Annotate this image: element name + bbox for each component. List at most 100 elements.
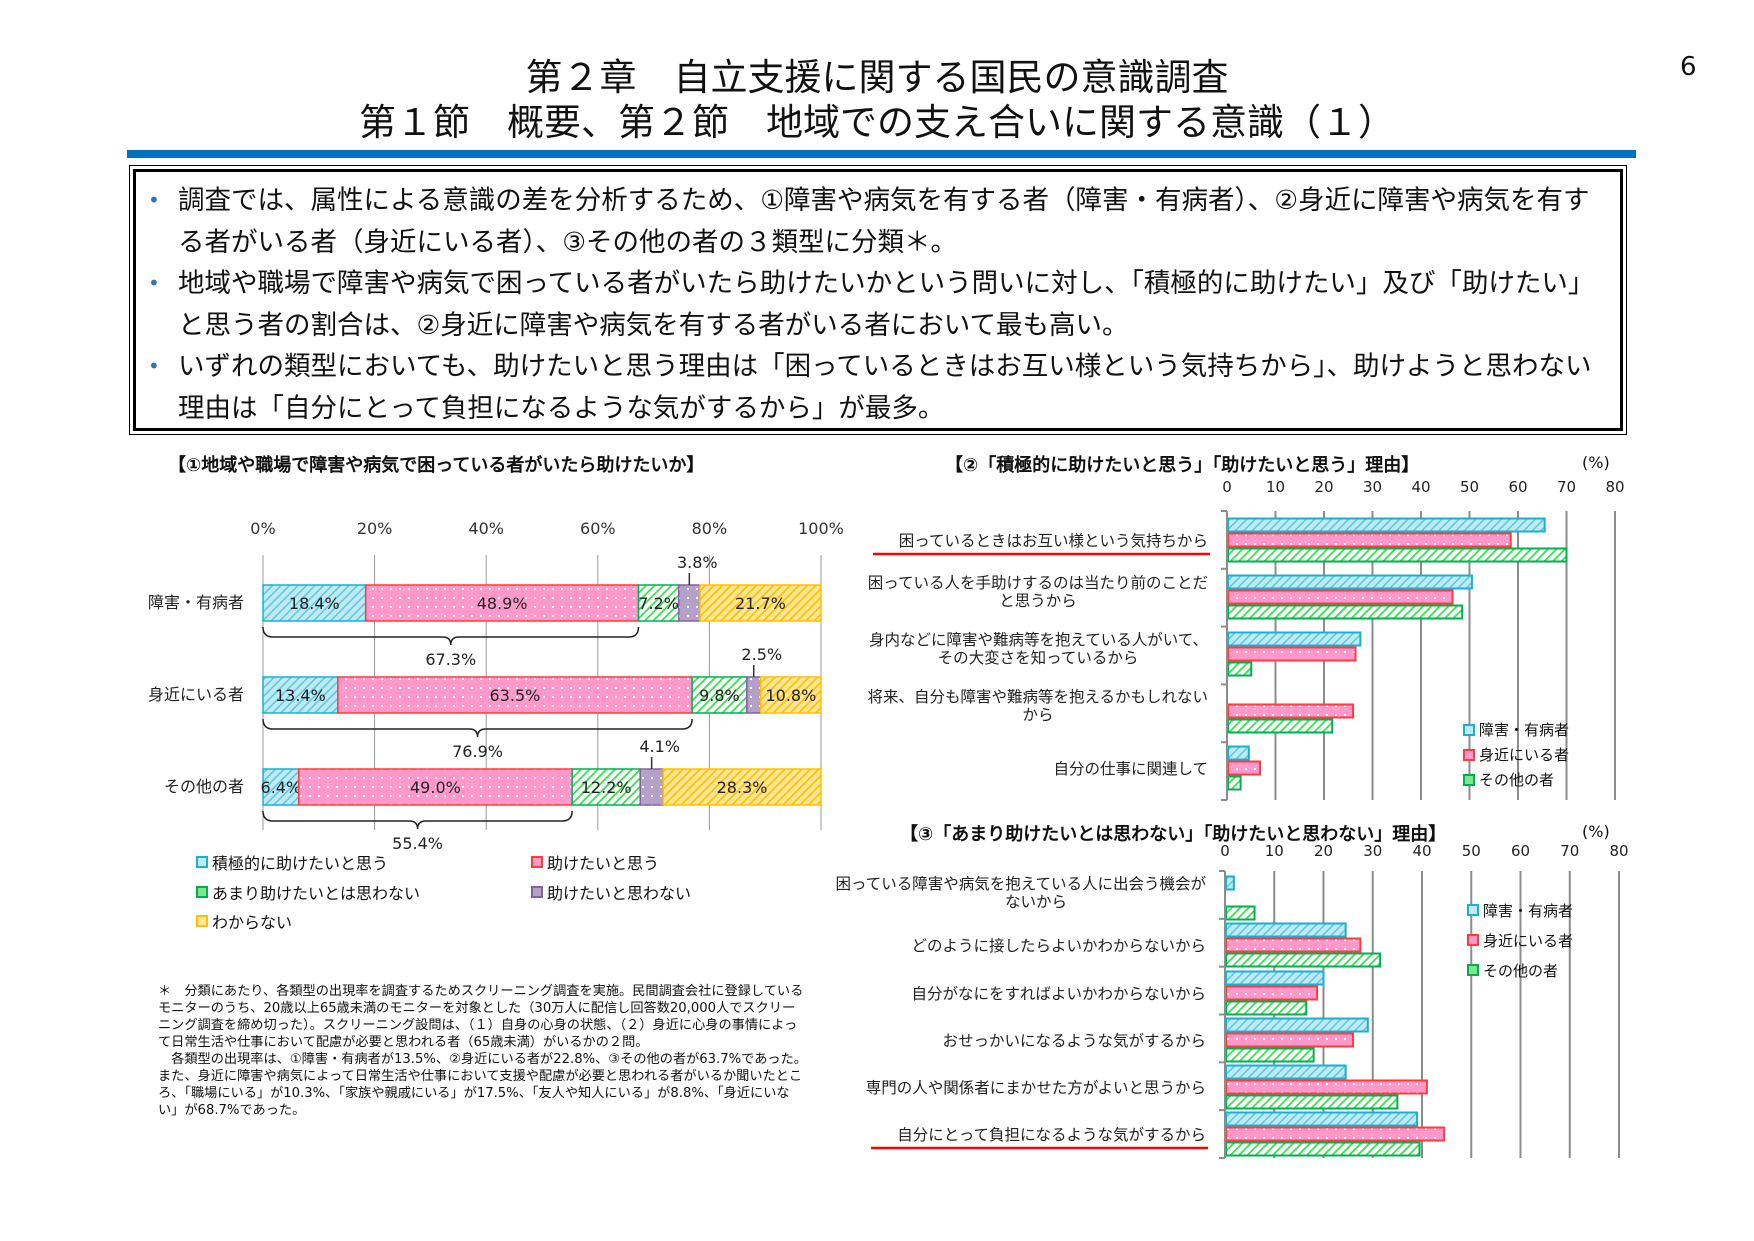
axis-tick-label: 20 (1314, 842, 1333, 860)
axis-tick-label: 80% (692, 519, 728, 538)
chart1-legend: 積極的に助けたいと思う 助けたいと思う あまり助けたいとは思わない 助けたいと思… (196, 850, 816, 940)
chart3-title: 【③「あまり助けたいとは思わない」「助けたいと思わない」理由】 (900, 824, 1447, 845)
bar (1225, 937, 1362, 953)
bar-segment (691, 676, 748, 714)
category-label: 障害・有病者 (148, 593, 244, 612)
legend-label: その他の者 (1479, 771, 1555, 789)
chart2-unit: (%) (1582, 453, 1610, 472)
data-label: 12.2% (581, 778, 632, 797)
bar (1225, 1111, 1419, 1127)
legend-swatch (531, 856, 543, 868)
bullet-icon: • (148, 271, 160, 295)
bar (1225, 1017, 1369, 1033)
legend-item: 障害・有病者 (1467, 895, 1573, 925)
legend-item: その他の者 (1463, 767, 1569, 792)
bar (1225, 1126, 1446, 1142)
legend-item: 積極的に助けたいと思う (196, 850, 388, 874)
legend-swatch (196, 886, 208, 898)
bar (1227, 646, 1357, 662)
bracket-total-label: 76.9% (452, 742, 503, 761)
bar (1227, 547, 1568, 563)
chart1-title: 【①地域や職場で障害や病気で困っている者がいたら助けたいか】 (168, 455, 705, 476)
axis-tick-label: 50 (1462, 842, 1481, 860)
data-label: 7.2% (638, 594, 679, 613)
legend-label: 助けたいと思わない (547, 884, 692, 903)
axis-tick-label: 60 (1508, 478, 1527, 496)
bar (1227, 703, 1355, 719)
bar (1227, 775, 1242, 791)
legend-label: その他の者 (1483, 961, 1559, 980)
bracket-total-label: 67.3% (425, 650, 476, 669)
bar-segment (262, 584, 367, 622)
category-label: どのように接したらよいかわからないから (911, 937, 1206, 955)
data-label: 10.8% (765, 686, 816, 705)
data-label: 49.0% (410, 778, 461, 797)
bar-segment (639, 768, 664, 806)
bar (1225, 905, 1256, 921)
bar (1225, 1000, 1308, 1016)
data-label: 21.7% (735, 594, 786, 613)
data-label: 13.4% (275, 686, 326, 705)
legend-item: 身近にいる者 (1463, 742, 1569, 767)
category-label: 専門の人や関係者にまかせた方がよいと思うから (866, 1079, 1206, 1097)
bullet-icon: • (148, 354, 160, 378)
bar (1227, 574, 1473, 590)
summary-bullet: • いずれの類型においても、助けたいと思う理由は「困っているときはお互い様という気… (148, 346, 1610, 429)
legend-swatch (531, 886, 543, 898)
chart3-legend: 障害・有病者 身近にいる者 その他の者 (1467, 895, 1573, 985)
bar (1227, 760, 1261, 776)
axis-tick-label: 80 (1609, 842, 1628, 860)
bar (1225, 1064, 1347, 1080)
bar (1225, 1047, 1315, 1063)
axis-tick-label: 70 (1557, 478, 1576, 496)
chart2-legend: 障害・有病者 身近にいる者 その他の者 (1463, 717, 1569, 792)
axis-tick-label: 60% (580, 519, 616, 538)
legend-swatch (196, 856, 208, 868)
axis-tick-label: 30 (1363, 478, 1382, 496)
category-label: 困っている障害や病気を抱えている人に出会う機会が (836, 875, 1207, 893)
bar-segment (297, 768, 573, 806)
legend-label: 積極的に助けたいと思う (212, 854, 389, 873)
axis-tick-label: 70 (1560, 842, 1579, 860)
footnote-para: ＊ 分類にあたり、各類型の出現率を調査するためスクリーニング調査を実施。民間調査… (158, 984, 804, 1050)
category-label: おせっかいになるような気がするから (942, 1032, 1206, 1050)
bar (1227, 661, 1253, 677)
bar-segment (662, 768, 822, 806)
category-label: 自分の仕事に関連して (1053, 760, 1208, 778)
bracket (262, 718, 693, 738)
legend-item: 障害・有病者 (1463, 717, 1569, 742)
category-label: 身内などに障害や難病等を抱えている人がいて、 (869, 631, 1208, 649)
bar (1225, 1032, 1355, 1048)
bar-segment (677, 584, 701, 622)
bar-segment (746, 676, 762, 714)
category-label: 困っているときはお互い様という気持ちから (899, 532, 1208, 550)
bar (1225, 875, 1235, 891)
summary-bullet: • 調査では、属性による意識の差を分析するため、①障害や病気を有する者（障害・有病… (148, 180, 1610, 263)
bar (1227, 517, 1546, 533)
axis-tick-label: 0% (250, 519, 275, 538)
page-title: 第２章 自立支援に関する国民の意識調査 (525, 56, 1229, 99)
category-label: ないから (1005, 893, 1067, 911)
legend-item: わからない (196, 909, 292, 933)
page-subtitle: 第１節 概要、第２節 地域での支え合いに関する意識（１） (359, 101, 1395, 144)
chart2-title: 【②「積極的に助けたいと思う」「助けたいと思う」理由】 (945, 455, 1420, 476)
bar (1225, 1141, 1421, 1157)
data-label: 3.8% (677, 553, 718, 572)
axis-tick-label: 30 (1363, 842, 1382, 860)
bullet-icon: • (148, 188, 160, 212)
data-label: 2.5% (741, 645, 782, 664)
bracket (262, 626, 640, 646)
axis-tick-label: 10 (1266, 478, 1285, 496)
page-number: 6 (1680, 52, 1697, 82)
footnote: ＊ 分類にあたり、各類型の出現率を調査するためスクリーニング調査を実施。民間調査… (158, 983, 808, 1119)
bar-segment (699, 584, 822, 622)
bullet-text: 調査では、属性による意識の差を分析するため、①障害や病気を有する者（障害・有病者… (178, 185, 1590, 258)
axis-tick-label: 50 (1460, 478, 1479, 496)
legend-label: 障害・有病者 (1479, 721, 1570, 739)
bar (1227, 718, 1334, 734)
data-label: 63.5% (490, 686, 541, 705)
axis-tick-label: 40 (1412, 842, 1431, 860)
data-label: 18.4% (289, 594, 340, 613)
data-label: 6.4% (261, 778, 302, 797)
legend-item: あまり助けたいとは思わない (196, 880, 420, 904)
